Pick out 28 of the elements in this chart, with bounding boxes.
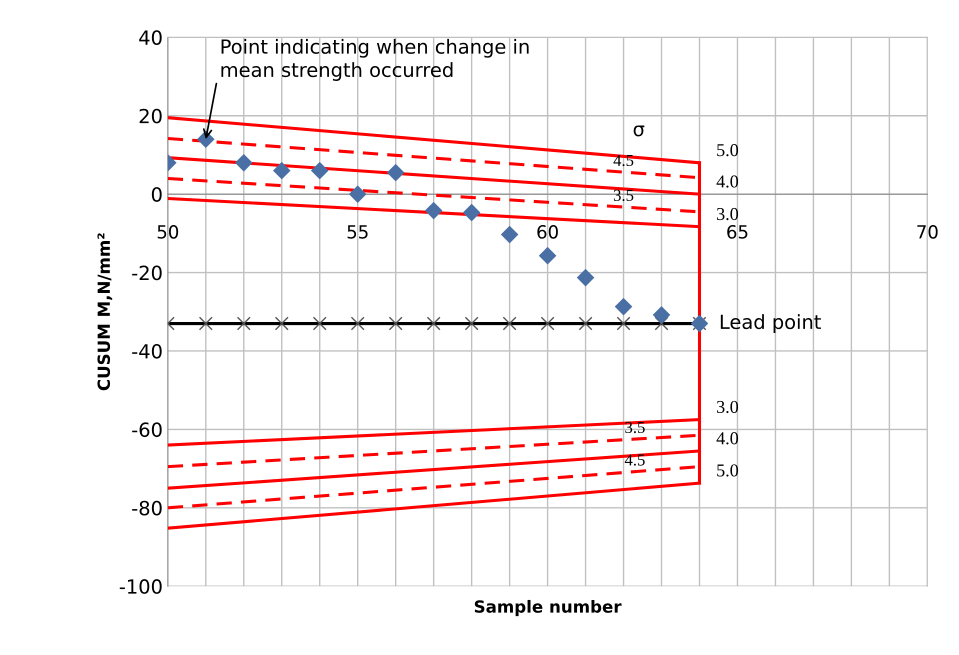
annotation: Point indicating when change in mean strength occurred: [221, 38, 529, 81]
y-tick-label: -60: [132, 422, 162, 438]
y-axis-title: CUSUM M,N/mm²: [97, 233, 112, 390]
annotation: σ: [634, 126, 644, 136]
annotation: 3.5: [625, 422, 645, 434]
annotation: 4.0: [716, 175, 738, 188]
x-tick-label: 50: [158, 225, 178, 239]
annotation: 5.0: [717, 144, 738, 156]
y-tick-label: -20: [132, 266, 162, 280]
x-axis-title: Sample number: [474, 600, 622, 616]
x-tick-label: 65: [727, 225, 748, 239]
y-tick-label: 0: [152, 187, 162, 202]
annotation: 4.0: [716, 432, 738, 444]
annotation: 4.5: [613, 154, 634, 166]
annotation: 3.0: [717, 208, 738, 220]
annotation: 3.0: [717, 400, 738, 414]
y-tick-label: -40: [132, 344, 162, 359]
annotation: Lead point: [720, 314, 821, 333]
annotation: 5.0: [717, 464, 738, 477]
annotation: 3.5: [614, 190, 634, 202]
annotation: 4.5: [624, 454, 645, 466]
x-tick-label: 70: [917, 225, 938, 239]
x-tick-label: 60: [537, 225, 558, 239]
x-tick-label: 55: [348, 225, 368, 239]
y-tick-label: -80: [132, 500, 162, 516]
y-tick-label: -100: [120, 579, 162, 594]
y-tick-label: 20: [140, 108, 162, 124]
y-tick-label: 40: [139, 30, 162, 45]
